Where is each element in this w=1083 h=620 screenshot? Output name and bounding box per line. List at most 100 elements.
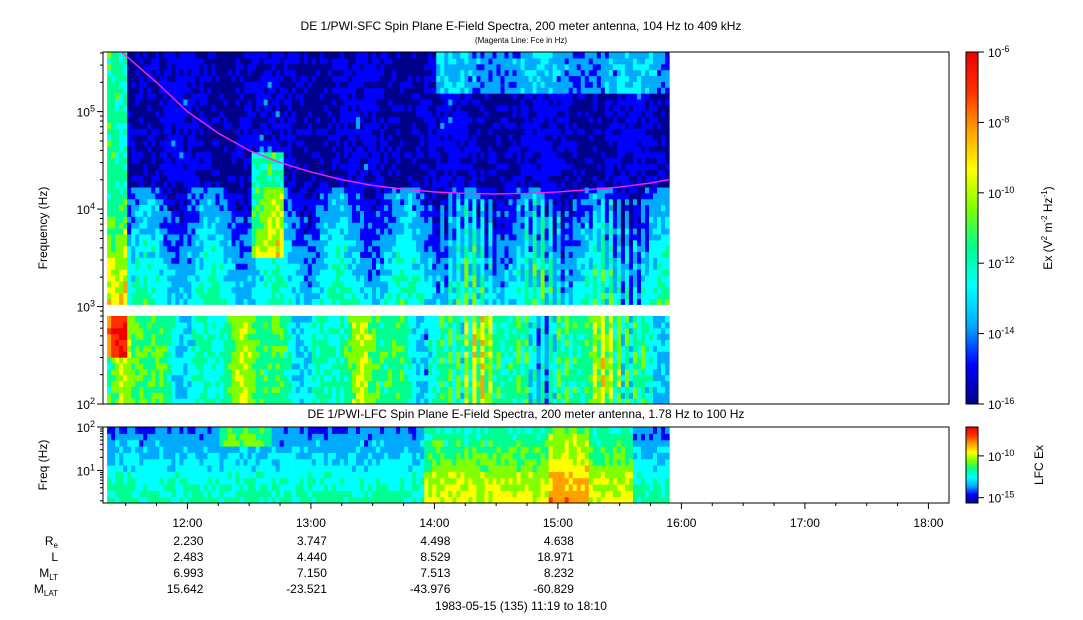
sfc-cell xyxy=(171,321,176,329)
sfc-cell xyxy=(259,233,265,241)
sfc-cell xyxy=(372,134,377,141)
sfc-cell xyxy=(400,233,405,241)
sfc-cell xyxy=(376,175,381,182)
sfc-cell xyxy=(412,269,417,276)
sfc-cell xyxy=(400,116,405,123)
sfc-cell xyxy=(315,169,321,176)
sfc-cell xyxy=(299,263,305,270)
sfc-cell xyxy=(287,151,293,159)
sfc-cell xyxy=(368,140,373,147)
sfc-cell xyxy=(143,269,148,276)
sfc-cell xyxy=(351,351,357,358)
sfc-cell xyxy=(119,339,124,346)
sfc-cell xyxy=(311,210,317,217)
sfc-cell xyxy=(239,57,245,65)
sfc-cell xyxy=(319,128,325,135)
sfc-cell xyxy=(319,69,325,77)
sfc-cell xyxy=(267,257,273,264)
sfc-cell xyxy=(311,351,317,358)
sfc-cell xyxy=(143,204,148,211)
sfc-cell xyxy=(159,204,164,211)
sfc-cell xyxy=(207,98,213,106)
sfc-cell xyxy=(396,374,401,382)
sfc-cell xyxy=(396,75,401,82)
sfc-cell xyxy=(359,204,365,211)
sfc-cell xyxy=(444,57,449,65)
sfc-cell xyxy=(416,204,421,211)
sfc-cell xyxy=(223,145,229,153)
sfc-cell xyxy=(267,251,273,258)
sfc-cell xyxy=(247,110,253,118)
sfc-cell xyxy=(191,186,197,194)
sfc-cell xyxy=(127,216,132,223)
sfc-cell xyxy=(307,145,313,153)
sfc-cell xyxy=(295,321,301,329)
sfc-cell xyxy=(339,157,345,165)
sfc-cell xyxy=(315,128,321,135)
sfc-cell xyxy=(135,93,140,100)
sfc-cell xyxy=(123,63,128,71)
sfc-cell xyxy=(315,134,321,141)
sfc-cell xyxy=(127,110,132,118)
sfc-cell xyxy=(436,75,441,82)
sfc-cell xyxy=(215,157,221,165)
sfc-cell xyxy=(239,298,245,305)
sfc-cell xyxy=(159,175,164,182)
sfc-cell xyxy=(131,110,136,118)
sfc-cell xyxy=(351,321,357,329)
sfc-cell xyxy=(155,269,160,276)
sfc-cell xyxy=(359,163,365,170)
sfc-cell xyxy=(400,298,405,305)
sfc-cell xyxy=(388,140,393,147)
sfc-cell xyxy=(191,286,197,294)
sfc-cell xyxy=(364,151,369,159)
sfc-cell xyxy=(347,63,353,71)
sfc-cell xyxy=(167,163,172,170)
sfc-cell xyxy=(440,175,445,182)
sfc-cell xyxy=(323,151,329,159)
sfc-cell xyxy=(372,316,377,323)
sfc-cell xyxy=(171,327,176,335)
sfc-cell xyxy=(215,298,221,305)
sfc-cell xyxy=(151,239,156,247)
sfc-cell xyxy=(311,151,317,159)
sfc-cell xyxy=(135,134,140,141)
sfc-cell xyxy=(231,163,237,170)
sfc-cell xyxy=(436,169,441,176)
sfc-cell xyxy=(115,380,120,387)
sfc-cell xyxy=(195,321,201,329)
sfc-cell xyxy=(107,316,112,323)
sfc-cell xyxy=(432,357,437,364)
sfc-cell xyxy=(119,292,124,299)
sfc-cell xyxy=(440,192,445,200)
sfc-cell xyxy=(432,386,437,393)
sfc-cell xyxy=(432,251,437,258)
sfc-cell xyxy=(335,292,341,299)
sfc-cell xyxy=(227,333,233,341)
sfc-cell xyxy=(183,298,188,305)
sfc-cell xyxy=(436,327,441,335)
sfc-cell xyxy=(420,339,425,346)
sfc-cell xyxy=(259,116,265,123)
sfc-cell xyxy=(175,169,180,176)
sfc-cell xyxy=(428,257,433,264)
sfc-cell xyxy=(151,263,156,270)
sfc-cell xyxy=(223,63,229,71)
sfc-cell xyxy=(203,93,209,100)
sfc-cell xyxy=(195,134,201,141)
sfc-cell xyxy=(339,69,345,77)
sfc-cell xyxy=(135,181,140,188)
sfc-cell xyxy=(251,316,257,323)
sfc-cell xyxy=(235,175,241,182)
sfc-cell xyxy=(339,298,345,305)
sfc-cell xyxy=(199,357,205,364)
sfc-cell xyxy=(127,81,132,88)
sfc-cell xyxy=(235,222,241,229)
sfc-cell xyxy=(203,169,209,176)
sfc-cell xyxy=(295,339,301,346)
sfc-cell xyxy=(247,316,253,323)
sfc-cell xyxy=(400,251,405,258)
sfc-cell xyxy=(191,122,197,129)
sfc-cell xyxy=(351,280,357,288)
sfc-cell xyxy=(159,134,164,141)
